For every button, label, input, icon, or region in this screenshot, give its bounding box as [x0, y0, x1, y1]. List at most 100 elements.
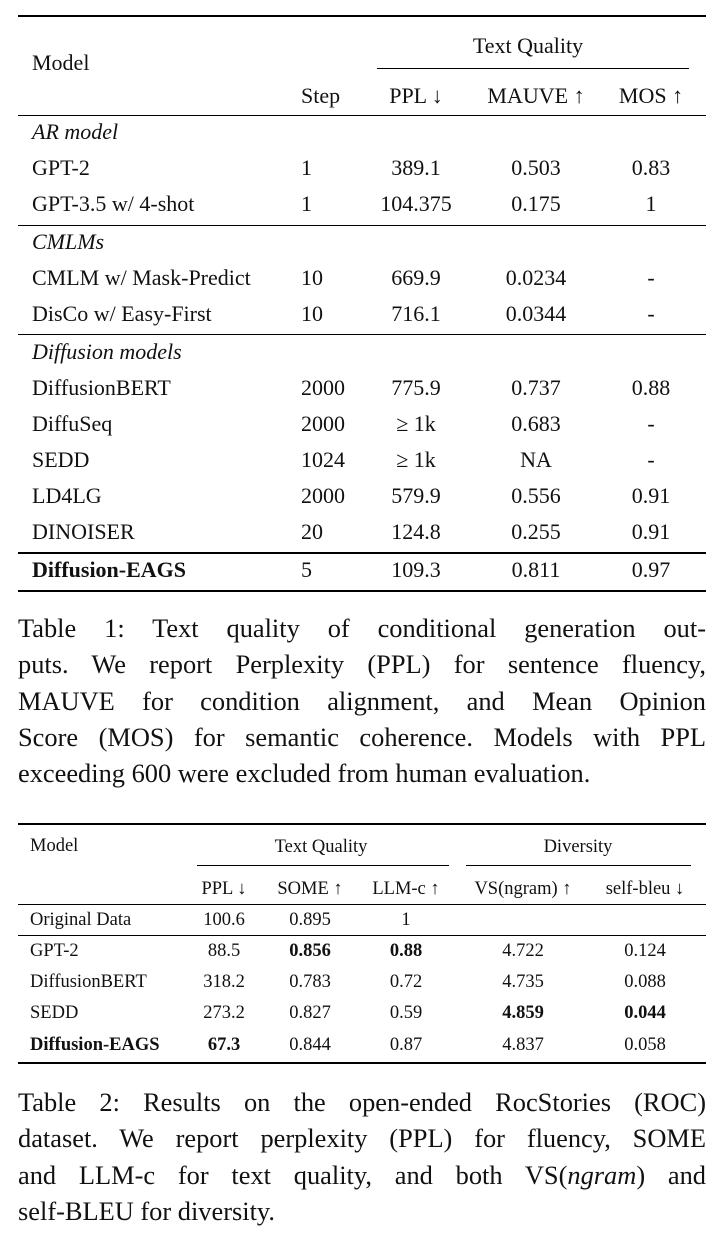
model-name: Diffusion-EAGS	[30, 1035, 160, 1055]
mauve-value: 0.175	[511, 191, 561, 216]
mos-value: 0.91	[631, 483, 671, 508]
table2-header-diversity: Diversity	[543, 837, 613, 857]
step-value: 10	[301, 301, 323, 326]
table2-bottom-rule	[18, 1062, 706, 1064]
model-name: Diffusion-EAGS	[32, 557, 187, 582]
table2-header-model: Model	[30, 836, 79, 856]
llmc-value: 0.59	[389, 1003, 423, 1023]
step-value: 1	[301, 191, 312, 216]
caption-segment: ) and	[636, 1159, 706, 1190]
mos-value: 0.83	[631, 155, 671, 180]
ppl-value: 579.9	[391, 483, 441, 508]
step-value: 2000	[301, 483, 345, 508]
caption-segment-italic: ngram	[567, 1159, 637, 1190]
table1-header-model: Model	[32, 50, 90, 75]
llmc-value: 1	[401, 910, 411, 930]
model-name: DisCo w/ Easy-First	[32, 301, 212, 326]
caption-line: MAUVE for condition alignment, and Mean …	[18, 685, 706, 716]
caption-line: Table 2: Results on the open-ended RocSt…	[18, 1087, 706, 1117]
mauve-value: 0.683	[511, 411, 561, 436]
some-value: 0.895	[289, 910, 331, 930]
ppl-value: 88.5	[207, 941, 241, 961]
table1-header-step: Step	[301, 83, 341, 108]
mauve-value: 0.255	[511, 519, 561, 544]
table1-header-mos: MOS ↑	[618, 83, 684, 108]
mauve-value: 0.811	[511, 557, 561, 582]
table1-header-mauve: MAUVE ↑	[487, 83, 585, 108]
vs-value: 4.837	[502, 1035, 544, 1055]
table2-top-rule	[18, 823, 706, 825]
table1-section-title: AR model	[32, 119, 119, 144]
caption-line: and LLM-c for text quality, and both VS(…	[18, 1157, 706, 1193]
vs-value: 4.722	[502, 941, 544, 961]
mos-value: 1	[645, 191, 657, 216]
table1-section-rule	[18, 334, 706, 335]
model-name: SEDD	[32, 447, 90, 472]
table1-section-title: CMLMs	[32, 229, 105, 254]
some-value: 0.783	[289, 972, 331, 992]
table2-header-rule	[18, 904, 706, 905]
mauve-value: 0.0234	[505, 265, 567, 290]
model-name: GPT-3.5 w/ 4-shot	[32, 191, 195, 216]
step-value: 1	[301, 155, 312, 180]
selfbleu-value: 0.124	[624, 941, 666, 961]
ppl-value: 124.8	[391, 519, 441, 544]
mauve-value: NA	[520, 447, 552, 472]
step-value: 5	[301, 557, 312, 582]
llmc-value: 0.88	[389, 941, 423, 961]
some-value: 0.844	[289, 1035, 331, 1055]
caption-line: dataset. We report perplexity (PPL) for …	[18, 1123, 706, 1154]
model-name: Original Data	[30, 910, 132, 930]
table1-top-rule	[18, 15, 706, 17]
model-name: CMLM w/ Mask-Predict	[32, 265, 251, 290]
table1-header-rule	[18, 115, 706, 116]
table1-bottom-rule	[18, 590, 706, 592]
model-name: DiffusionBERT	[30, 972, 147, 992]
model-name: DiffuSeq	[32, 411, 113, 436]
step-value: 2000	[301, 375, 345, 400]
ppl-value: 389.1	[391, 155, 441, 180]
ppl-value: ≥ 1k	[396, 411, 436, 436]
caption-line: exceeding 600 were excluded from human e…	[18, 758, 591, 789]
step-value: 2000	[301, 411, 345, 436]
llmc-value: 0.87	[389, 1035, 423, 1055]
ppl-value: 775.9	[391, 375, 441, 400]
table2-header-ppl: PPL ↓	[201, 879, 247, 899]
model-name: LD4LG	[32, 483, 102, 508]
ppl-value: 669.9	[391, 265, 441, 290]
table2-header-some: SOME ↑	[277, 879, 343, 899]
ppl-value: ≥ 1k	[396, 447, 436, 472]
mauve-value: 0.503	[511, 155, 561, 180]
ppl-value: 273.2	[203, 1003, 245, 1023]
mos-value: 0.91	[631, 519, 671, 544]
mauve-value: 0.737	[511, 375, 561, 400]
mos-value: -	[647, 265, 655, 290]
table2-header-selfbleu: self-bleu ↓	[605, 879, 685, 899]
mos-value: -	[647, 301, 655, 326]
caption-line: Table 1: Text quality of conditional gen…	[18, 613, 706, 643]
vs-value: 4.735	[502, 972, 544, 992]
table1-section-title: Diffusion models	[32, 339, 182, 364]
some-value: 0.856	[289, 941, 331, 961]
mos-value: -	[647, 411, 655, 436]
mos-value: 0.97	[631, 557, 671, 582]
table1-final-rule	[18, 552, 706, 554]
table1-group-rule	[377, 68, 689, 69]
table2-group-rule-quality	[197, 865, 449, 866]
table1-caption: Table 1: Text quality of conditional gen…	[18, 610, 706, 791]
table2-header-vs: VS(ngram) ↑	[474, 879, 572, 899]
model-name: GPT-2	[32, 155, 90, 180]
ppl-value: 67.3	[207, 1035, 241, 1055]
ppl-value: 318.2	[203, 972, 245, 992]
llmc-value: 0.72	[389, 972, 423, 992]
mauve-value: 0.0344	[505, 301, 567, 326]
table2-header-text-quality: Text Quality	[274, 837, 368, 857]
selfbleu-value: 0.088	[624, 972, 666, 992]
some-value: 0.827	[289, 1003, 331, 1023]
step-value: 20	[301, 519, 323, 544]
ppl-value: 716.1	[391, 301, 441, 326]
table1-header-text-quality: Text Quality	[472, 33, 584, 58]
ppl-value: 100.6	[203, 910, 245, 930]
table2-caption: Table 2: Results on the open-ended RocSt…	[18, 1084, 706, 1229]
selfbleu-value: 0.044	[624, 1003, 666, 1023]
